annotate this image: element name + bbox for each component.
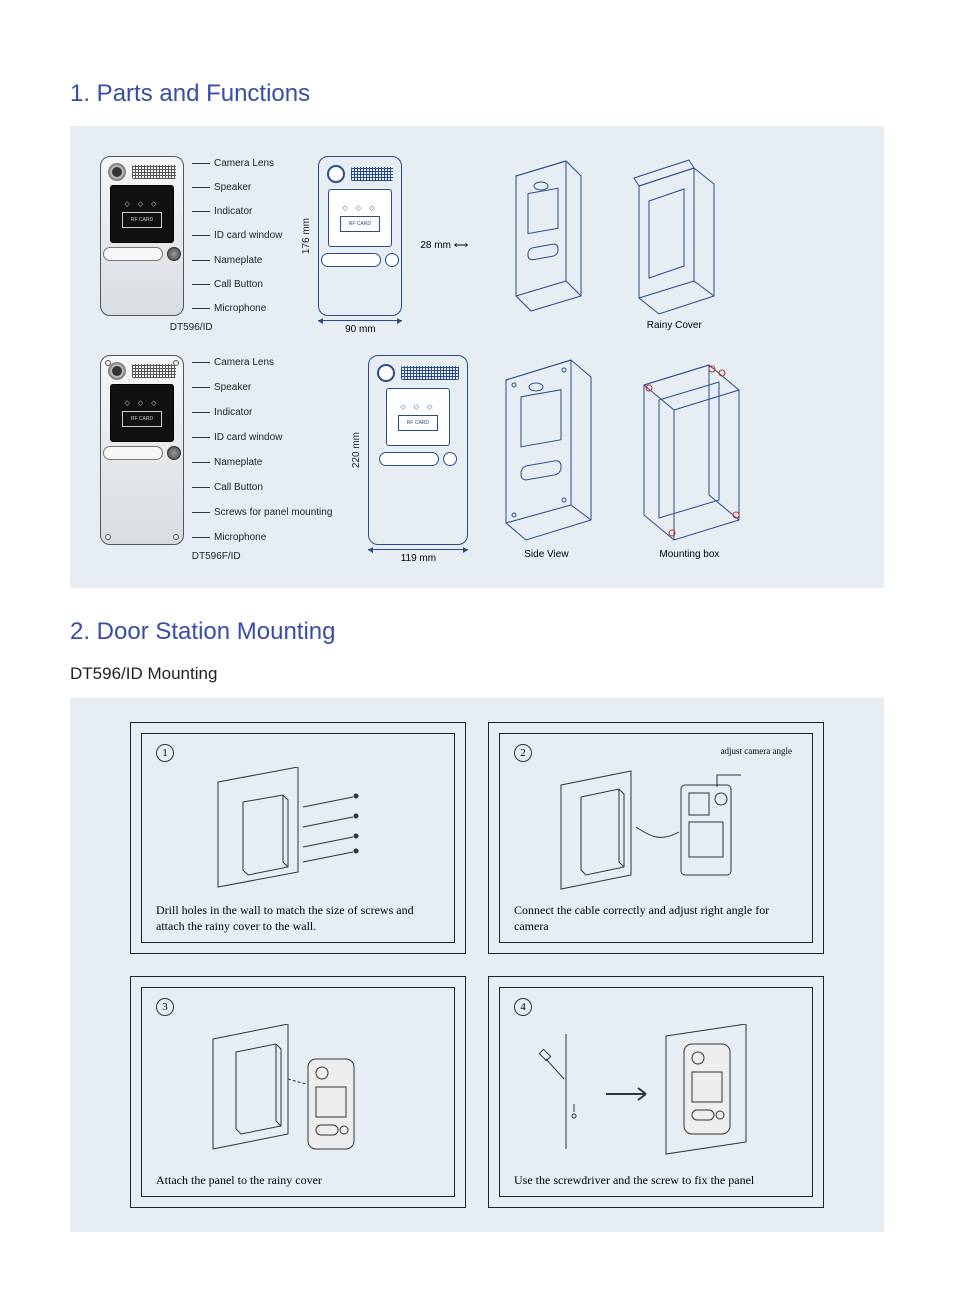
nameplate xyxy=(103,446,163,460)
section1-title: 1. Parts and Functions xyxy=(70,80,884,108)
section2-subtitle: DT596/ID Mounting xyxy=(70,664,884,684)
model2-width-dim: 119 mm xyxy=(368,549,468,564)
screw-icon xyxy=(173,360,179,366)
label-nameplate: Nameplate xyxy=(192,255,282,266)
model1-row: ◇ ◇ ◇ RF CARD Camera Lens Speaker Indica… xyxy=(100,156,854,335)
step2-caption: Connect the cable correctly and adjust r… xyxy=(514,902,798,934)
label-indicator: Indicator xyxy=(192,407,332,418)
indicator-icon: ◇ ◇ ◇ xyxy=(124,200,159,208)
screw-icon xyxy=(105,534,111,540)
label-call-button: Call Button xyxy=(192,279,282,290)
step-number-badge: 3 xyxy=(156,998,174,1016)
step1-illustration xyxy=(156,762,440,902)
model2-row: ◇ ◇ ◇ RF CARD Camera Lens Speaker Indica… xyxy=(100,355,854,564)
step2-note: adjust camera angle xyxy=(721,746,792,756)
model1-depth-dim: 28 mm⟷ xyxy=(420,240,468,251)
step1-caption: Drill holes in the wall to match the siz… xyxy=(156,902,440,934)
model2-iso-mounting-box: Mounting box xyxy=(624,355,754,560)
lcd-display: ◇ ◇ ◇ RF CARD xyxy=(110,384,174,442)
label-camera-lens: Camera Lens xyxy=(192,357,332,368)
model1-height-dim: 176 mm xyxy=(301,218,312,254)
model2-caption: DT596F/ID xyxy=(192,551,241,562)
label-id-card-window: ID card window xyxy=(192,432,332,443)
model1-rainy-cover-caption: Rainy Cover xyxy=(614,320,734,331)
nameplate xyxy=(103,247,163,261)
label-microphone: Microphone xyxy=(192,303,282,314)
model1-device-panel: ◇ ◇ ◇ RF CARD xyxy=(100,156,184,316)
mount-step-4: 4 xyxy=(488,976,824,1208)
model2-side-view-caption: Side View xyxy=(486,549,606,560)
model2-height-dim: 220 mm xyxy=(351,432,362,468)
model1-iso-side xyxy=(486,156,596,316)
step4-caption: Use the screwdriver and the screw to fix… xyxy=(514,1172,798,1188)
speaker-icon xyxy=(132,165,176,179)
label-nameplate: Nameplate xyxy=(192,457,332,468)
call-button-icon xyxy=(167,446,181,460)
mount-step-1: 1 xyxy=(130,722,466,954)
label-screws: Screws for panel mounting xyxy=(192,507,332,518)
model2-device-panel: ◇ ◇ ◇ RF CARD xyxy=(100,355,184,545)
label-speaker: Speaker xyxy=(192,382,332,393)
lcd-display: ◇ ◇ ◇ RF CARD xyxy=(110,185,174,243)
model2-labels: Camera Lens Speaker Indicator ID card wi… xyxy=(184,355,332,545)
model1-width-dim: 90 mm xyxy=(318,320,402,335)
indicator-icon: ◇ ◇ ◇ xyxy=(124,399,159,407)
label-indicator: Indicator xyxy=(192,206,282,217)
step3-caption: Attach the panel to the rainy cover xyxy=(156,1172,440,1188)
screw-icon xyxy=(105,360,111,366)
call-button-icon xyxy=(167,247,181,261)
step-number-badge: 2 xyxy=(514,744,532,762)
label-microphone: Microphone xyxy=(192,532,332,543)
model1-outline-panel: ◇ ◇ ◇RF CARD xyxy=(318,156,402,316)
label-speaker: Speaker xyxy=(192,182,282,193)
step3-illustration xyxy=(156,1016,440,1172)
camera-icon xyxy=(108,163,126,181)
model2-iso-side-view: Side View xyxy=(486,355,606,560)
label-camera-lens: Camera Lens xyxy=(192,158,282,169)
mount-step-3: 3 xyxy=(130,976,466,1208)
parts-figure-box: ◇ ◇ ◇ RF CARD Camera Lens Speaker Indica… xyxy=(70,126,884,588)
model1-labels: Camera Lens Speaker Indicator ID card wi… xyxy=(184,156,282,316)
step2-illustration xyxy=(514,762,798,902)
label-call-button: Call Button xyxy=(192,482,332,493)
step4-illustration xyxy=(514,1016,798,1172)
model2-outline-panel: ◇ ◇ ◇RF CARD xyxy=(368,355,468,545)
section2-title: 2. Door Station Mounting xyxy=(70,618,884,646)
model1-caption: DT596/ID xyxy=(170,322,213,333)
speaker-icon xyxy=(132,364,176,378)
id-card-window: RF CARD xyxy=(122,411,162,427)
step-number-badge: 1 xyxy=(156,744,174,762)
screw-icon xyxy=(173,534,179,540)
model2-mounting-box-caption: Mounting box xyxy=(624,549,754,560)
mounting-figure-box: 1 xyxy=(70,698,884,1232)
label-id-card-window: ID card window xyxy=(192,230,282,241)
step-number-badge: 4 xyxy=(514,998,532,1016)
id-card-window: RF CARD xyxy=(122,212,162,228)
camera-icon xyxy=(108,362,126,380)
mount-step-2: 2 adjust camera angle xyxy=(488,722,824,954)
model1-iso-rainy-cover: Rainy Cover xyxy=(614,156,734,331)
